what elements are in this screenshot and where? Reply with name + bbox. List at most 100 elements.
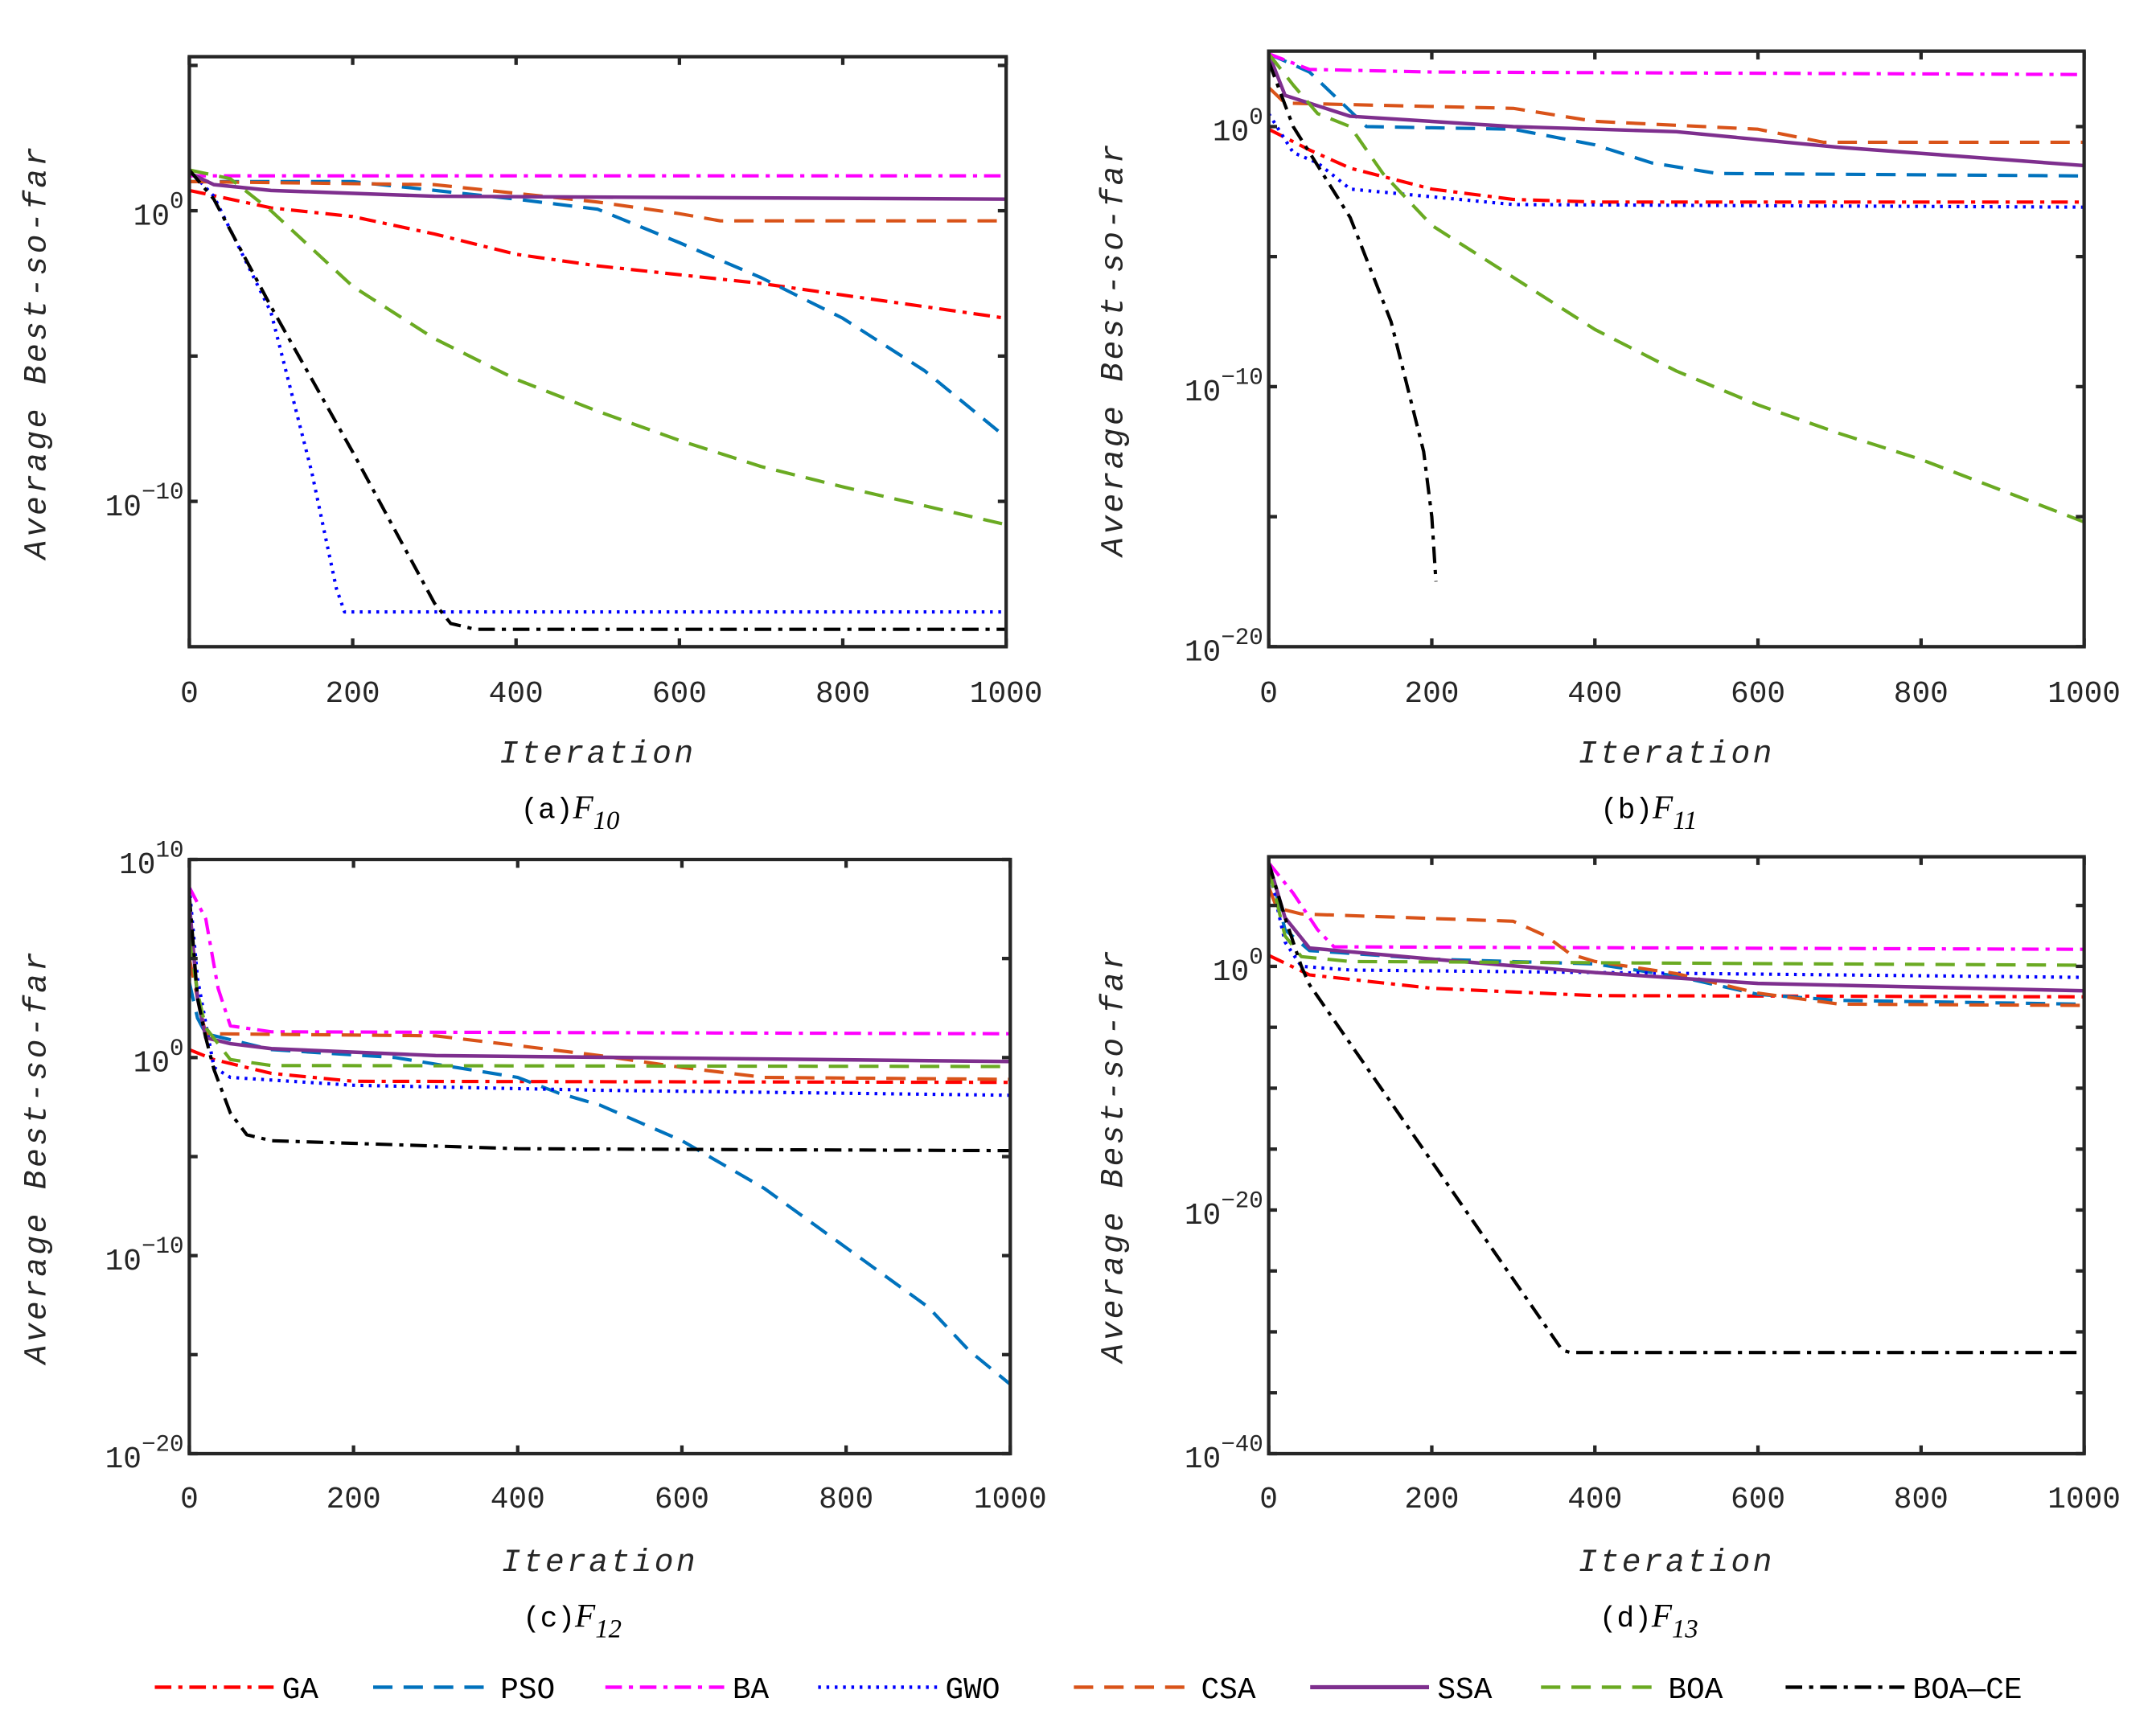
- x-axis-label: Iteration: [499, 736, 696, 773]
- y-tick-base: 10: [1185, 376, 1221, 410]
- caption-function: F: [1652, 788, 1673, 825]
- series-line-ssa: [189, 902, 1011, 1064]
- series-line-csa: [189, 958, 1011, 1081]
- series-line-boa: [189, 168, 1007, 527]
- caption-prefix: (a): [521, 794, 573, 827]
- legend-label: GA: [282, 1674, 319, 1708]
- series-line-csa: [1268, 86, 2084, 144]
- caption-prefix: (d): [1600, 1602, 1652, 1635]
- x-tick-label: 1000: [974, 1483, 1047, 1517]
- series-line-ba: [1268, 51, 2084, 76]
- y-tick-label: 10−10: [1185, 364, 1263, 410]
- series-line-boa: [189, 938, 1011, 1069]
- x-tick-label: 600: [652, 678, 707, 712]
- x-tick-label: 1000: [2047, 678, 2121, 712]
- x-tick-label: 0: [1259, 678, 1278, 712]
- caption-prefix: (c): [523, 1602, 575, 1635]
- x-tick-label: 1000: [2047, 1483, 2121, 1517]
- legend-item-boa-ce: BOA—CE: [1785, 1674, 2023, 1708]
- x-axis-label: Iteration: [1578, 736, 1774, 773]
- series-line-boa-ce: [189, 169, 1007, 631]
- series-lines: [189, 886, 1011, 1386]
- x-tick-label: 0: [180, 678, 199, 712]
- subplot-caption: (b)F11: [1600, 788, 1697, 835]
- y-tick-label: 10−20: [105, 1432, 184, 1478]
- y-tick-label: 1010: [119, 838, 183, 884]
- subplot-c: 0 200 400 600 800 1000101010010−1010−20Iterat…: [19, 838, 1047, 1644]
- y-tick-base: 10: [105, 491, 142, 525]
- x-tick-label: 200: [326, 678, 380, 712]
- y-tick-label: 10−20: [1185, 625, 1263, 671]
- caption-function: F: [572, 788, 593, 825]
- axes-box: [1267, 855, 2086, 1456]
- legend-item-ssa: SSA: [1310, 1674, 1493, 1708]
- y-tick-label: 10−10: [105, 1233, 184, 1279]
- y-axis-label: Average Best-so-far: [19, 950, 55, 1367]
- y-tick-base: 10: [119, 849, 155, 883]
- legend-label: BOA: [1668, 1674, 1723, 1708]
- series-lines: [1268, 51, 2084, 582]
- y-tick-exponent: 0: [1249, 944, 1263, 970]
- series-line-pso: [1268, 52, 2084, 178]
- subplot-a: 0 200 400 600 800 100010010−10IterationAverag…: [19, 55, 1043, 835]
- series-line-csa: [1268, 886, 2084, 1007]
- y-tick-label: 100: [1213, 944, 1263, 990]
- y-tick-label: 100: [133, 1036, 184, 1081]
- subplot-caption: (c)F12: [523, 1597, 622, 1644]
- y-tick-label: 100: [133, 189, 184, 235]
- caption-function: F: [574, 1597, 596, 1634]
- legend-item-pso: PSO: [373, 1674, 555, 1708]
- caption-subscript: 10: [593, 806, 620, 835]
- legend-item-gwo: GWO: [818, 1674, 1000, 1708]
- series-line-pso: [1268, 862, 2084, 1006]
- legend-label: BA: [733, 1674, 770, 1708]
- y-tick-base: 10: [105, 1443, 142, 1477]
- series-line-pso: [189, 179, 1007, 439]
- x-axis-label: Iteration: [502, 1545, 698, 1581]
- y-tick-exponent: 0: [1249, 105, 1263, 131]
- legend-label: BOA—CE: [1913, 1674, 2023, 1708]
- legend-label: SSA: [1437, 1674, 1492, 1708]
- series-line-pso: [189, 982, 1011, 1386]
- subplot-b: 0 200 400 600 800 100010010−1010−20IterationA…: [1095, 49, 2121, 835]
- y-tick-exponent: −10: [142, 1233, 184, 1260]
- x-tick-label: 0: [180, 1483, 199, 1517]
- y-tick-exponent: −20: [1221, 625, 1263, 651]
- x-tick-label: 600: [655, 1483, 709, 1517]
- series-line-ba: [1268, 861, 2084, 951]
- series-line-ba: [189, 886, 1011, 1036]
- caption-subscript: 12: [595, 1615, 622, 1644]
- series-line-boa-ce: [1268, 60, 1438, 582]
- legend-item-boa: BOA: [1541, 1674, 1723, 1708]
- x-tick-label: 200: [326, 1483, 381, 1517]
- series-lines: [189, 168, 1007, 631]
- series-line-ssa: [189, 171, 1007, 201]
- y-tick-exponent: −20: [142, 1432, 184, 1458]
- y-tick-base: 10: [1185, 1200, 1221, 1233]
- series-line-boa-ce: [189, 895, 1011, 1153]
- series-line-gwo: [189, 169, 1007, 614]
- y-tick-base: 10: [133, 1048, 170, 1081]
- x-tick-label: 600: [1731, 1483, 1785, 1517]
- y-tick-base: 10: [105, 1245, 142, 1279]
- y-tick-exponent: −10: [1221, 364, 1263, 391]
- y-tick-base: 10: [1185, 1443, 1221, 1477]
- y-tick-exponent: 0: [170, 189, 184, 215]
- subplot-caption: (a)F10: [521, 788, 620, 835]
- x-tick-label: 400: [1567, 1483, 1622, 1517]
- y-tick-base: 10: [133, 200, 170, 234]
- legend: GA PSO BA GWO CSA SSA BOA BOA—CE: [154, 1674, 2023, 1708]
- series-line-boa: [1268, 52, 2084, 524]
- axes-box: [1267, 49, 2086, 649]
- series-line-gwo: [1268, 113, 2084, 209]
- legend-label: GWO: [946, 1674, 1000, 1708]
- x-tick-label: 800: [1894, 678, 1949, 712]
- axes-box: [187, 857, 1012, 1456]
- y-axis-label: Average Best-so-far: [19, 144, 55, 561]
- panels: 0 200 400 600 800 100010010−10IterationAverag…: [19, 49, 2121, 1644]
- legend-label: PSO: [500, 1674, 555, 1708]
- y-tick-label: 10−40: [1185, 1432, 1263, 1478]
- y-axis-label: Average Best-so-far: [1095, 142, 1131, 559]
- series-line-ga: [1268, 127, 2084, 204]
